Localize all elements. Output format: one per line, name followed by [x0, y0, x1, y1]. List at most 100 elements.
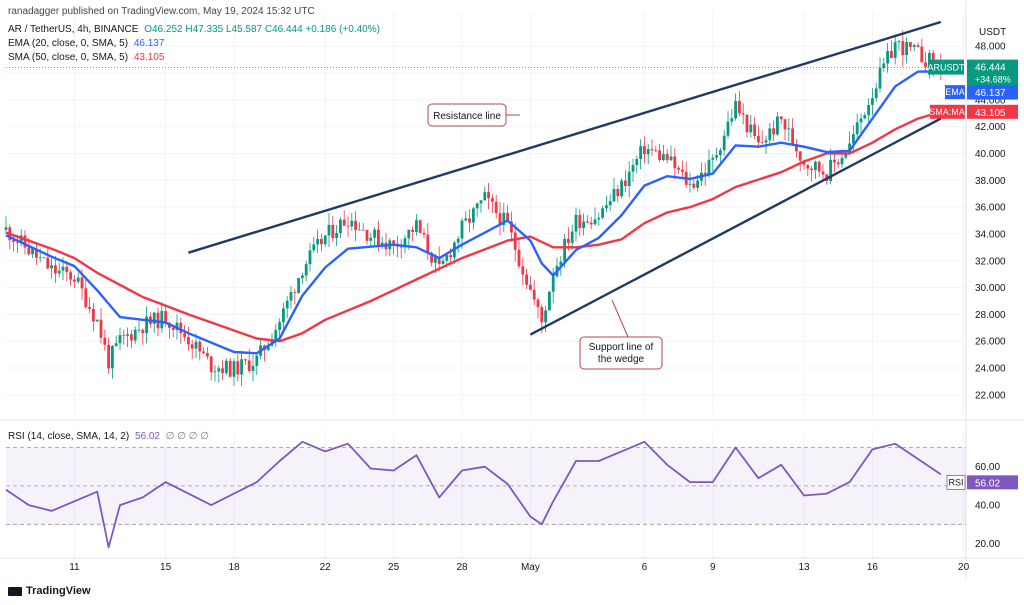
- candle-body: [42, 257, 46, 259]
- candle-body: [779, 116, 783, 120]
- candle: [274, 323, 278, 348]
- candle-body: [798, 151, 802, 161]
- ema-label: EMA (20, close, 0, SMA, 5): [8, 38, 129, 49]
- candle-body: [532, 289, 536, 300]
- rsi-tick-label: 20.00: [975, 539, 1000, 550]
- candle: [905, 37, 908, 64]
- candle: [529, 276, 532, 291]
- price-tick-label: 36.000: [975, 203, 1006, 214]
- candle-body: [605, 205, 608, 209]
- ema-value-tag-box: [967, 85, 1018, 100]
- sma-50-line: [5, 110, 942, 343]
- candle-body: [612, 188, 616, 202]
- ema-legend[interactable]: EMA (20, close, 0, SMA, 5) 46.137: [8, 38, 167, 49]
- candle: [532, 280, 536, 306]
- time-tick-label: 6: [642, 562, 648, 573]
- symbol-legend[interactable]: AR / TetherUS, 4h, BINANCE O46.252 H47.3…: [8, 24, 383, 35]
- candle: [422, 227, 426, 239]
- candle-body: [437, 257, 441, 264]
- candle-body: [890, 50, 893, 58]
- candle: [673, 148, 677, 180]
- candle: [582, 213, 585, 236]
- candle-body: [521, 266, 525, 275]
- candle: [152, 311, 156, 334]
- candle: [95, 319, 99, 323]
- price-tick-label: 32.000: [975, 256, 1006, 267]
- candle: [791, 118, 794, 145]
- candle-body: [441, 260, 445, 264]
- candle-body: [810, 168, 813, 170]
- candle: [700, 162, 703, 187]
- candle: [502, 203, 506, 233]
- candle: [327, 212, 331, 248]
- candle: [468, 209, 471, 233]
- candle-body: [643, 146, 646, 155]
- candle-body: [540, 307, 544, 323]
- candle-body: [563, 238, 566, 262]
- candle: [597, 212, 601, 226]
- candle: [593, 207, 597, 226]
- candle: [836, 158, 840, 169]
- candle-body: [791, 128, 794, 145]
- rsi-legend[interactable]: RSI (14, close, SMA, 14, 2) 56.02 ∅ ∅ ∅ …: [8, 431, 212, 442]
- candle: [312, 236, 316, 253]
- candle: [605, 195, 608, 213]
- candle-body: [57, 270, 61, 274]
- candle: [684, 161, 688, 188]
- candle: [225, 358, 228, 376]
- sma-legend[interactable]: SMA (50, close, 0, SMA, 5) 43.105: [8, 52, 167, 63]
- candle-body: [620, 180, 623, 197]
- candle: [776, 112, 779, 136]
- candle: [855, 113, 859, 142]
- ema-value: 46.137: [133, 38, 165, 49]
- rsi-value-tag-label: 56.02: [975, 478, 1000, 489]
- candle: [787, 118, 791, 142]
- candle: [228, 357, 232, 378]
- candle: [669, 145, 673, 161]
- rsi-line: [5, 440, 942, 549]
- candle: [635, 155, 639, 174]
- candle-body: [456, 238, 460, 243]
- candle-body: [228, 360, 232, 377]
- candle: [487, 183, 490, 210]
- candle-body: [616, 188, 620, 197]
- candle-body: [289, 292, 293, 301]
- candle: [814, 160, 817, 180]
- candle-body: [209, 356, 213, 373]
- candle-body: [688, 183, 692, 185]
- tradingview-logo[interactable]: TradingView: [8, 585, 91, 597]
- candle-body: [897, 41, 901, 43]
- candle: [114, 335, 118, 348]
- price-tick-label: 42.000: [975, 122, 1006, 133]
- candle: [643, 136, 646, 164]
- candle-body: [198, 341, 202, 352]
- candle: [171, 326, 175, 338]
- candle-body: [179, 322, 183, 334]
- candle: [289, 285, 293, 309]
- candle: [867, 98, 870, 123]
- candle: [293, 289, 297, 305]
- candle-body: [111, 346, 114, 369]
- candle: [829, 148, 832, 185]
- candle: [206, 347, 209, 360]
- sma-tag-box: [930, 104, 965, 119]
- rsi-label: RSI (14, close, SMA, 14, 2): [8, 431, 130, 442]
- sma-value: 43.105: [133, 52, 165, 63]
- candle-body: [817, 161, 821, 172]
- rsi-value-tag-box: [967, 475, 1018, 490]
- candle: [833, 153, 836, 173]
- price-tick-label: 34.000: [975, 229, 1006, 240]
- candle-body: [920, 46, 924, 63]
- ticker-tag-box: [928, 59, 964, 75]
- candle-body: [84, 288, 88, 308]
- candle-body: [559, 261, 563, 266]
- candle: [160, 302, 164, 333]
- candle: [654, 145, 658, 153]
- candle-body: [217, 368, 221, 372]
- candle-body: [126, 334, 129, 336]
- ema-value-tag-label: 46.137: [975, 88, 1006, 99]
- candle: [92, 303, 95, 332]
- candle-body: [768, 128, 772, 141]
- candle-body: [301, 275, 304, 279]
